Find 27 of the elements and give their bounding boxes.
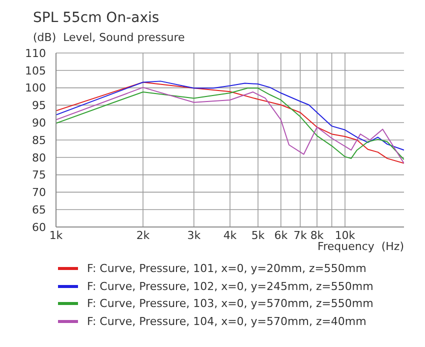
y-tick-label: 70 [32,186,46,200]
y-tick-label: 60 [32,220,46,234]
y-tick-label: 90 [32,116,46,130]
x-tick-label: 5k [251,228,266,242]
y-axis-title: (dB) Level, Sound pressure [33,31,185,44]
legend-label: F: Curve, Pressure, 103, x=0, y=570mm, z=550mm [87,297,374,310]
y-tick-label: 65 [32,204,46,217]
x-tick-label: 7k [294,228,308,242]
x-tick-label: 1k [49,228,64,242]
legend-label: F: Curve, Pressure, 102, x=0, y=245mm, z=550mm [87,280,374,293]
y-tick-label: 95 [32,99,46,112]
y-tick-label: 80 [32,151,46,164]
x-tick-label: 3k [187,228,202,242]
x-tick-label: 6k [274,228,288,242]
y-tick-label: 110 [25,46,46,60]
legend-label: F: Curve, Pressure, 101, x=0, y=20mm, z=550mm [87,262,366,276]
x-tick-label: 8k [310,228,324,242]
y-tick-label: 75 [32,168,46,182]
x-tick-label: 10k [334,228,356,242]
y-tick-label: 85 [32,134,46,147]
x-tick-label: 2k [136,228,150,242]
x-tick-label: 4k [223,228,238,242]
chart-title: SPL 55cm On-axis [33,10,160,26]
x-axis-title: Frequency (Hz) [318,240,404,253]
y-tick-label: 100 [25,82,46,95]
y-tick-label: 105 [25,64,46,78]
legend-label: F: Curve, Pressure, 104, x=0, y=570mm, z=40mm [87,314,366,328]
